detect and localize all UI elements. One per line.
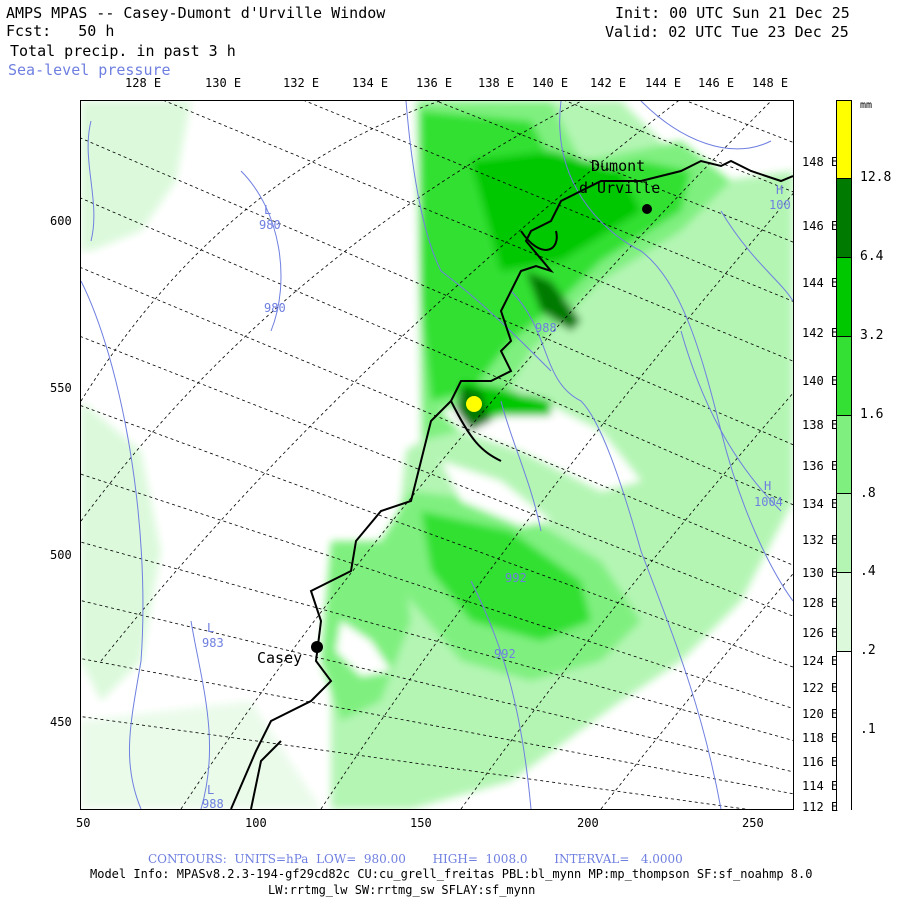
colorbar-label: .4 bbox=[860, 564, 876, 579]
colorbar-segment bbox=[837, 101, 851, 178]
right-lon-label: 132 E bbox=[802, 533, 839, 547]
right-lon-label: 144 E bbox=[802, 276, 839, 290]
casey-label: Casey bbox=[257, 649, 303, 667]
right-lon-label: 120 E bbox=[802, 707, 839, 721]
x-tick-label: 100 bbox=[245, 816, 267, 830]
pressure-label: 980 bbox=[264, 301, 286, 315]
right-lon-label: 122 E bbox=[802, 681, 839, 695]
right-lon-label: 140 E bbox=[802, 374, 839, 388]
precip-map: Dumont d'Urville Casey L 980 980 988 992… bbox=[80, 100, 794, 810]
pressure-label: L bbox=[207, 621, 215, 635]
dumont-label-1: Dumont bbox=[591, 157, 646, 175]
colorbar bbox=[836, 100, 852, 810]
valid-time: Valid: 02 UTC Tue 23 Dec 25 bbox=[605, 23, 849, 41]
model-info-2: LW:rrtmg_lw SW:rrtmg_sw SFLAY:sf_mynn bbox=[268, 883, 536, 897]
colorbar-segment bbox=[837, 178, 851, 258]
casey-station-marker bbox=[311, 641, 323, 653]
field-name: Total precip. in past 3 h bbox=[10, 42, 236, 60]
top-lon-label: 142 E bbox=[590, 76, 627, 90]
map-svg bbox=[81, 101, 793, 809]
colorbar-label: .8 bbox=[860, 486, 876, 501]
top-lon-label: 134 E bbox=[352, 76, 389, 90]
model-info-1: Model Info: MPASv8.2.3-194-gf29cd82c CU:… bbox=[90, 867, 813, 881]
y-tick-label: 600 bbox=[50, 214, 72, 228]
top-lon-label: 138 E bbox=[478, 76, 515, 90]
top-lon-label: 144 E bbox=[645, 76, 682, 90]
right-lon-label: 114 E bbox=[802, 779, 839, 793]
pressure-label: 1004 bbox=[754, 495, 783, 509]
map-title: AMPS MPAS -- Casey-Dumont d'Urville Wind… bbox=[6, 4, 386, 22]
colorbar-segment bbox=[837, 257, 851, 337]
dumont-station-marker bbox=[642, 204, 652, 214]
y-tick-label: 550 bbox=[50, 381, 72, 395]
pressure-label: 992 bbox=[494, 647, 516, 661]
pressure-label: L bbox=[264, 203, 272, 217]
right-lon-label: 130 E bbox=[802, 566, 839, 580]
right-lon-label: 146 E bbox=[802, 219, 839, 233]
colorbar-label: 12.8 bbox=[860, 170, 892, 185]
right-lon-label: 124 E bbox=[802, 654, 839, 668]
right-lon-label: 118 E bbox=[802, 731, 839, 745]
pressure-label: 983 bbox=[202, 636, 224, 650]
colorbar-label: .2 bbox=[860, 643, 876, 658]
precip-max bbox=[466, 396, 482, 412]
forecast-hour: Fcst: 50 h bbox=[6, 22, 115, 40]
colorbar-unit: mm bbox=[860, 100, 873, 111]
top-lon-label: 136 E bbox=[416, 76, 453, 90]
dumont-label-2: d'Urville bbox=[579, 179, 661, 197]
right-lon-label: 112 E bbox=[802, 800, 839, 814]
colorbar-segment bbox=[837, 651, 851, 810]
colorbar-label: 3.2 bbox=[860, 328, 884, 343]
pressure-label: 988 bbox=[535, 321, 557, 335]
y-tick-label: 450 bbox=[50, 715, 72, 729]
colorbar-segment bbox=[837, 493, 851, 573]
overlay-name: Sea-level pressure bbox=[8, 61, 171, 79]
contour-info: CONTOURS: UNITS=hPa LOW= 980.00 HIGH= 10… bbox=[148, 852, 683, 866]
colorbar-label: 6.4 bbox=[860, 249, 884, 264]
right-lon-label: 128 E bbox=[802, 596, 839, 610]
colorbar-label: .1 bbox=[860, 722, 876, 737]
x-tick-label: 150 bbox=[410, 816, 432, 830]
graticule bbox=[81, 101, 793, 809]
y-tick-label: 500 bbox=[50, 548, 72, 562]
pressure-label: H bbox=[764, 479, 772, 493]
top-lon-label: 130 E bbox=[205, 76, 242, 90]
right-lon-label: 138 E bbox=[802, 418, 839, 432]
colorbar-segment bbox=[837, 336, 851, 416]
top-lon-label: 146 E bbox=[698, 76, 735, 90]
pressure-label: H bbox=[776, 183, 784, 197]
x-tick-label: 50 bbox=[76, 816, 91, 830]
coastline bbox=[230, 159, 793, 809]
pressure-label: 992 bbox=[505, 571, 527, 585]
colorbar-segment bbox=[837, 415, 851, 494]
right-lon-label: 116 E bbox=[802, 755, 839, 769]
pressure-label: 988 bbox=[202, 797, 224, 810]
top-lon-label: 128 E bbox=[125, 76, 162, 90]
pressure-label: L bbox=[207, 783, 215, 797]
x-tick-label: 200 bbox=[577, 816, 599, 830]
right-lon-label: 126 E bbox=[802, 626, 839, 640]
right-lon-label: 142 E bbox=[802, 326, 839, 340]
pressure-label: 100 bbox=[769, 198, 791, 212]
right-lon-label: 136 E bbox=[802, 459, 839, 473]
right-lon-label: 148 E bbox=[802, 155, 839, 169]
top-lon-label: 140 E bbox=[532, 76, 569, 90]
pressure-contours bbox=[81, 101, 793, 809]
top-lon-label: 132 E bbox=[283, 76, 320, 90]
colorbar-label: 1.6 bbox=[860, 407, 884, 422]
x-tick-label: 250 bbox=[742, 816, 764, 830]
colorbar-segment bbox=[837, 572, 851, 652]
pressure-label: 980 bbox=[259, 218, 281, 232]
top-lon-label: 148 E bbox=[752, 76, 789, 90]
right-lon-label: 134 E bbox=[802, 497, 839, 511]
init-time: Init: 00 UTC Sun 21 Dec 25 bbox=[615, 4, 850, 22]
precip-field bbox=[81, 101, 793, 809]
